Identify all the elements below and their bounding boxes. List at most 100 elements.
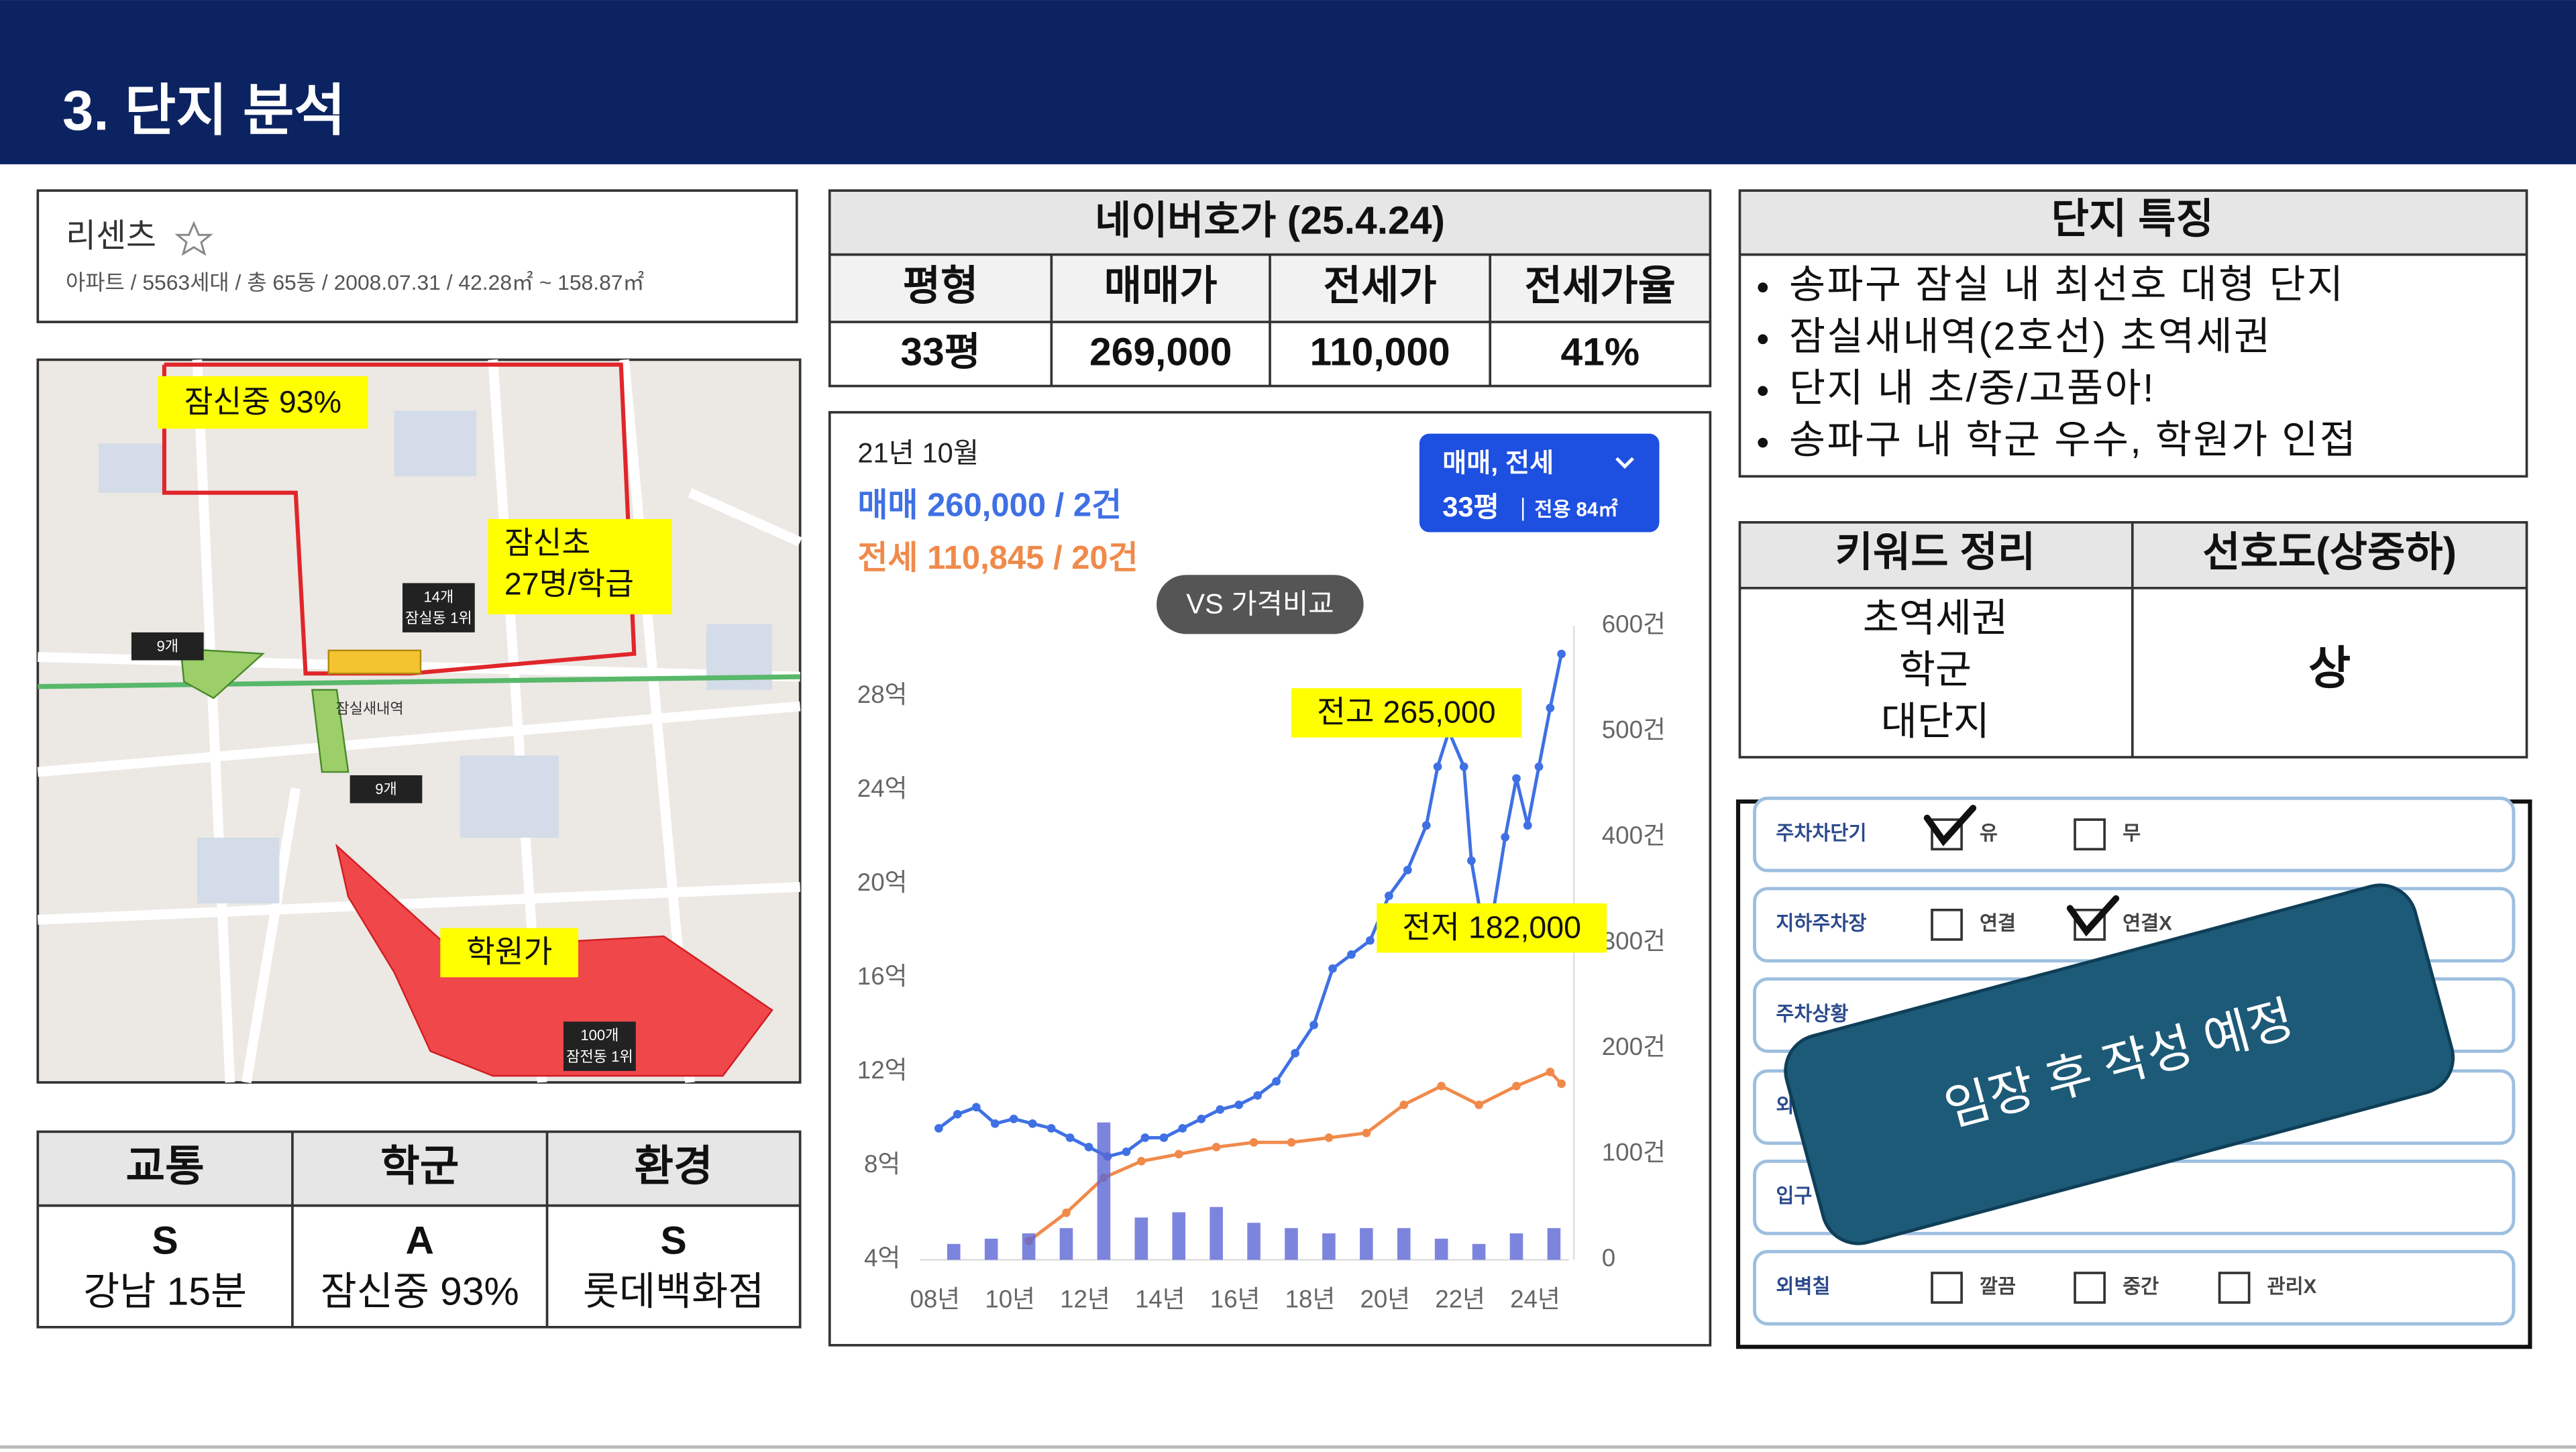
price-point — [1249, 1137, 1258, 1147]
y2-tick-label: 200건 — [1602, 1033, 1666, 1060]
selector-text: 전용 84㎡ — [1534, 498, 1618, 520]
complex-area — [311, 689, 350, 773]
y2-tick-label: 600건 — [1602, 610, 1666, 638]
map-count-tag — [131, 632, 204, 661]
price-point — [1366, 936, 1375, 945]
price-point — [1512, 774, 1521, 783]
map-label: 학원가 — [466, 934, 552, 969]
check-mark — [2066, 895, 2120, 937]
price-point — [1512, 1081, 1521, 1091]
summary-header-bg — [38, 1131, 800, 1206]
price-title-bg — [829, 190, 1711, 255]
map-block — [460, 755, 559, 838]
volume-bar — [1059, 1228, 1073, 1260]
checklist-label: 주차상황 — [1776, 1003, 1848, 1025]
price-point — [1212, 1142, 1221, 1152]
compare-button[interactable] — [1157, 575, 1364, 634]
checkbox[interactable] — [1931, 1272, 1963, 1304]
table-header: 전세가 — [1324, 263, 1437, 309]
price-point — [1028, 1119, 1037, 1128]
price-point — [1159, 1133, 1169, 1142]
overlay: 임장 후 작성 예정 — [1784, 883, 2455, 1245]
volume-bar — [1285, 1228, 1298, 1260]
grade: A — [405, 1219, 433, 1262]
bullet — [1758, 334, 1768, 345]
table-header: 환경 — [635, 1143, 713, 1190]
overlay-box — [1784, 883, 2455, 1245]
checklist-row — [1753, 796, 2516, 873]
map-label-box — [440, 928, 579, 978]
table-cell: 41% — [1560, 331, 1640, 374]
checklist-label: 지하주차장 — [1776, 913, 1866, 935]
price-point — [1501, 832, 1510, 842]
price-point — [1523, 821, 1532, 830]
selector-chevron — [1615, 457, 1635, 469]
table-header: 전세가율 — [1525, 263, 1676, 309]
volume-bar — [1434, 1238, 1448, 1260]
map-label-box — [488, 518, 672, 614]
check-mark — [1923, 805, 1977, 846]
favorite-star — [174, 221, 213, 256]
checklist-label: 입구 — [1776, 1185, 1812, 1207]
price-point — [1309, 1020, 1318, 1029]
price-line — [1028, 1070, 1563, 1243]
map-count-text: 14개 — [423, 588, 453, 605]
checkbox[interactable] — [2218, 1272, 2251, 1304]
volume-bar — [1247, 1223, 1260, 1260]
price-point — [1065, 1133, 1075, 1142]
volume-bar — [1360, 1228, 1373, 1260]
grade-note: 롯데백화점 — [583, 1270, 764, 1313]
checklist-label: 주차차단기 — [1776, 822, 1866, 844]
subway-line — [38, 674, 800, 689]
listing-name: 리센츠 — [66, 218, 156, 254]
map-label-box — [158, 376, 368, 429]
price-point — [1046, 1123, 1056, 1133]
price-point — [1136, 1157, 1146, 1166]
page-title: 3. 단지 분석 — [62, 79, 345, 142]
selector[interactable] — [1419, 433, 1660, 533]
table-header: 학군 — [380, 1143, 459, 1190]
price-point — [1546, 704, 1555, 713]
price-point — [1140, 1133, 1150, 1142]
bullet — [1758, 282, 1768, 292]
map-count-tag — [402, 583, 475, 632]
jeonse-summary: 전세 110,845 / 20건 — [857, 540, 1138, 576]
x-tick-label: 24년 — [1510, 1285, 1560, 1313]
price-point — [1362, 1128, 1371, 1137]
checkbox[interactable] — [1931, 908, 1963, 941]
x-tick-label: 18년 — [1285, 1285, 1336, 1313]
price-point — [1403, 865, 1412, 875]
chart-date: 21년 10월 — [857, 437, 979, 468]
x-tick-label: 16년 — [1210, 1285, 1260, 1313]
price-point — [1324, 1133, 1334, 1142]
price-point — [953, 1109, 962, 1119]
feature-item: 단지 내 초/중/고품아! — [1789, 366, 2155, 410]
annotation-box — [1377, 903, 1607, 953]
price-point — [1178, 1123, 1187, 1133]
price-point — [1385, 891, 1393, 901]
y2-tick-label: 100건 — [1602, 1139, 1666, 1166]
checklist-option: 연결X — [2123, 913, 2172, 935]
y2-tick-label: 300건 — [1602, 927, 1666, 954]
station-label: 잠실새내역 — [335, 700, 403, 717]
checkbox[interactable] — [2074, 1272, 2106, 1304]
x-tick-label: 08년 — [910, 1285, 960, 1313]
map-count-tag — [564, 1021, 636, 1071]
price-point — [1557, 1079, 1566, 1088]
price-point — [1287, 1137, 1296, 1147]
map-count-text: 잠전동 1위 — [566, 1048, 633, 1065]
map-label: 잠신초 — [504, 525, 590, 560]
map-label: 27명/학급 — [504, 567, 634, 602]
price-point — [1421, 821, 1431, 830]
map-block — [394, 410, 477, 477]
checkbox[interactable] — [2074, 818, 2106, 851]
x-tick-label: 12년 — [1060, 1285, 1110, 1313]
keyword: 대단지 — [1881, 700, 1990, 744]
chart-panel — [828, 410, 1712, 1347]
table-cell: 269,000 — [1089, 331, 1232, 374]
price-point — [1347, 950, 1356, 959]
y2-tick-label: 0 — [1602, 1244, 1615, 1272]
price-point — [1253, 1091, 1263, 1100]
